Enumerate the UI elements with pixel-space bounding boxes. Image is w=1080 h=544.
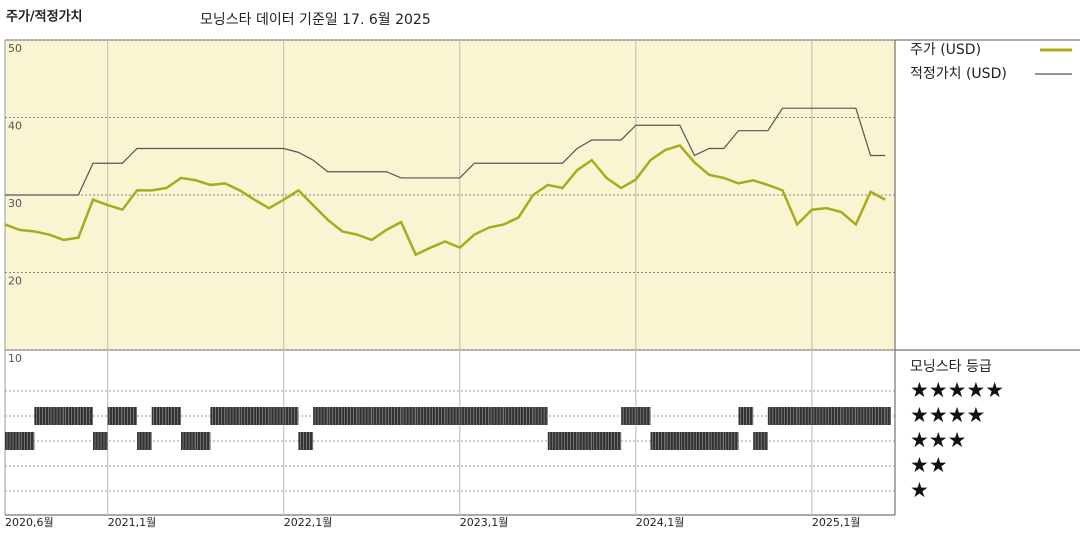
rating-label: ★	[910, 478, 929, 502]
rating-label: ★★	[910, 453, 948, 477]
y-tick-label: 40	[8, 120, 22, 133]
rating-label: ★★★	[910, 428, 966, 452]
y-tick-label: 50	[8, 42, 22, 55]
x-tick-label: 2023,1월	[460, 516, 509, 529]
chart-subtitle: 모닝스타 데이터 기준일 17. 6월 2025	[200, 12, 431, 28]
rating-title: 모닝스타 등급	[910, 359, 992, 375]
rating-bar-fill	[885, 407, 891, 425]
legend-label: 적정가치 (USD)	[910, 66, 1007, 82]
series-line	[5, 107, 886, 196]
x-tick-label: 2021,1월	[108, 516, 157, 529]
y-tick-label: 10	[8, 352, 22, 365]
y-tick-label: 20	[8, 275, 22, 288]
x-tick-label: 2025,1월	[812, 516, 861, 529]
legend-label: 주가 (USD)	[910, 42, 981, 58]
rating-label: ★★★★★	[910, 378, 1004, 402]
series-line	[4, 143, 886, 257]
rating-label: ★★★★	[910, 403, 985, 427]
x-tick-label: 2024,1월	[636, 516, 685, 529]
x-tick-label: 2022,1월	[284, 516, 333, 529]
y-tick-label: 30	[8, 197, 22, 210]
chart-title: 주가/적정가치	[6, 9, 83, 25]
x-tick-label: 2020,6월	[5, 516, 54, 529]
